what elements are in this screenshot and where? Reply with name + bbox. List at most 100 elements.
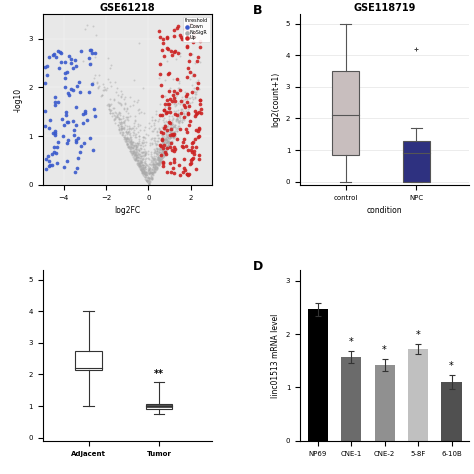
Point [155, 161, 162, 168]
Point [170, 100, 178, 108]
Point [147, 135, 155, 143]
Point [132, 146, 140, 153]
Point [91, 112, 99, 120]
Point [135, 136, 143, 143]
Point [61, 58, 68, 66]
Point [146, 176, 153, 184]
Point [130, 129, 138, 137]
Point [130, 143, 137, 150]
Point [141, 146, 148, 153]
Point [152, 144, 159, 152]
Point [163, 148, 170, 155]
Point [137, 165, 145, 173]
Point [117, 92, 124, 100]
Point [171, 121, 179, 128]
Point [164, 142, 172, 149]
Point [183, 170, 191, 178]
Point [171, 145, 178, 153]
Point [109, 109, 116, 117]
Point [193, 57, 201, 64]
Point [168, 122, 176, 129]
Point [100, 83, 108, 91]
Point [171, 48, 179, 55]
Point [161, 124, 169, 132]
Point [162, 127, 170, 135]
Point [156, 146, 164, 154]
Point [169, 133, 177, 140]
Point [191, 107, 199, 115]
Point [166, 141, 174, 148]
Point [114, 121, 122, 129]
Point [119, 129, 127, 137]
Point [138, 169, 146, 176]
Point [118, 122, 125, 130]
Point [115, 114, 123, 121]
Point [159, 136, 167, 144]
Point [138, 165, 146, 173]
Point [141, 165, 148, 173]
Point [146, 170, 153, 178]
Point [151, 163, 159, 170]
Point [67, 85, 74, 93]
Point [169, 114, 177, 121]
Point [163, 128, 170, 136]
Point [134, 156, 142, 164]
Point [131, 142, 138, 149]
Point [76, 88, 83, 96]
Point [142, 161, 150, 169]
Point [188, 148, 196, 155]
Point [152, 158, 159, 165]
Point [90, 146, 97, 154]
Point [121, 135, 128, 143]
Point [137, 157, 145, 164]
Point [151, 155, 158, 163]
Point [141, 170, 149, 178]
Point [115, 113, 122, 121]
Point [145, 179, 153, 187]
Point [136, 157, 144, 164]
Point [150, 168, 158, 176]
Point [154, 155, 162, 162]
Point [156, 33, 164, 41]
Point [192, 78, 200, 86]
Point [106, 106, 114, 113]
Point [43, 155, 50, 163]
Point [169, 120, 177, 128]
Point [51, 131, 58, 138]
Point [117, 118, 125, 126]
Point [186, 170, 193, 178]
Point [181, 95, 189, 102]
Point [139, 164, 146, 172]
Point [153, 152, 160, 160]
Point [139, 164, 146, 172]
Point [135, 160, 142, 168]
Point [121, 133, 129, 140]
Point [156, 144, 164, 152]
Point [138, 148, 146, 156]
Point [166, 130, 173, 137]
Point [146, 139, 154, 147]
Point [197, 58, 204, 66]
Point [131, 145, 139, 153]
Point [154, 164, 161, 171]
Point [118, 90, 125, 98]
Point [118, 124, 126, 131]
Point [86, 134, 94, 142]
Point [138, 138, 146, 146]
Point [41, 79, 48, 87]
Point [165, 69, 173, 77]
Point [69, 64, 76, 72]
Point [171, 132, 179, 139]
Point [174, 124, 182, 132]
Point [170, 91, 178, 99]
Point [136, 144, 144, 152]
Point [137, 146, 145, 153]
Point [155, 155, 162, 162]
Point [141, 169, 149, 177]
Point [154, 131, 161, 139]
Point [143, 177, 150, 184]
Point [147, 173, 155, 181]
Point [156, 100, 164, 108]
Point [161, 144, 169, 151]
Point [175, 113, 183, 120]
